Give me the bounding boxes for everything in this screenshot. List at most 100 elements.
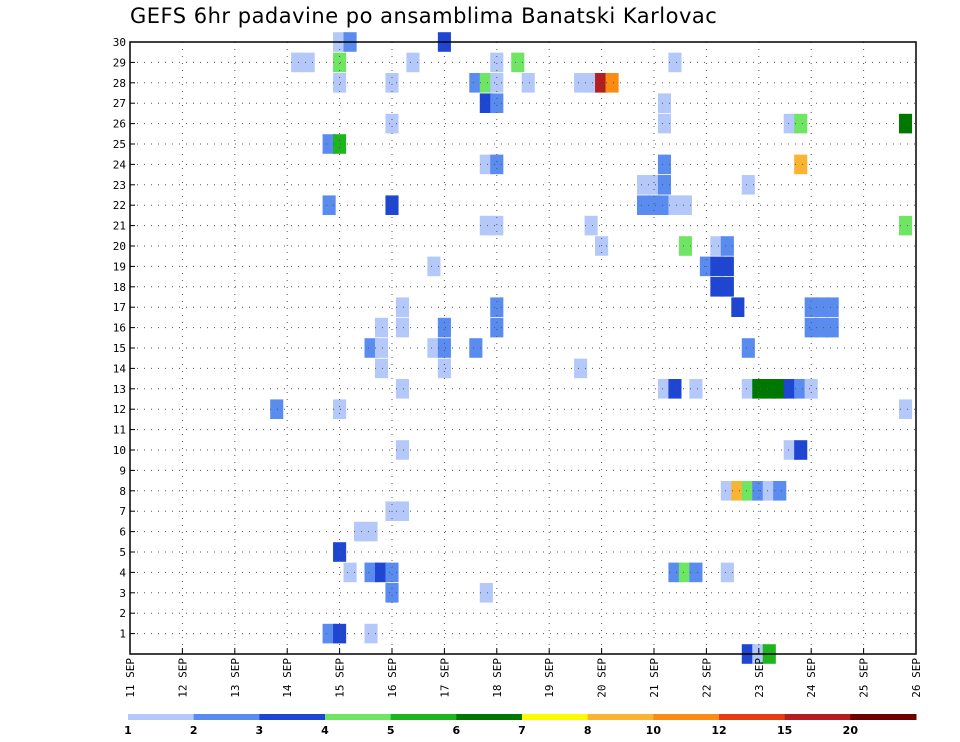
heatmap-cell bbox=[825, 297, 839, 317]
heatmap-cell bbox=[815, 297, 829, 317]
heatmap-cell bbox=[678, 195, 692, 215]
x-tick-label: 25 SEP bbox=[858, 658, 871, 698]
heatmap-cell bbox=[584, 215, 598, 236]
heatmap-cell bbox=[479, 73, 493, 93]
y-tick-label: 5 bbox=[119, 546, 126, 559]
legend-swatch bbox=[719, 714, 786, 720]
heatmap-cell bbox=[574, 73, 588, 93]
y-tick-label: 12 bbox=[113, 403, 126, 416]
heatmap-cell bbox=[657, 195, 672, 215]
heatmap-cell bbox=[479, 583, 493, 603]
heatmap-cell bbox=[490, 317, 504, 338]
heatmap-cell bbox=[385, 583, 399, 603]
heatmap-cell bbox=[427, 338, 441, 358]
legend-label: 8 bbox=[584, 724, 592, 737]
heatmap-cell bbox=[762, 481, 776, 501]
heatmap-cell bbox=[898, 113, 913, 134]
legend-swatch bbox=[850, 714, 917, 720]
heatmap-cell bbox=[469, 338, 483, 358]
heatmap-cell bbox=[678, 236, 692, 256]
y-tick-label: 24 bbox=[113, 158, 127, 171]
heatmap-cell bbox=[479, 215, 493, 236]
heatmap-cell bbox=[490, 297, 504, 317]
heatmap-cell bbox=[794, 113, 808, 134]
heatmap-cell bbox=[825, 317, 839, 338]
legend-label: 7 bbox=[518, 724, 526, 737]
legend-label: 2 bbox=[190, 724, 198, 737]
x-tick-label: 19 SEP bbox=[543, 658, 556, 698]
heatmap-cell bbox=[710, 236, 724, 256]
heatmap-cell bbox=[364, 338, 378, 358]
x-tick-label: 18 SEP bbox=[491, 658, 504, 698]
heatmap-cell bbox=[741, 175, 755, 195]
y-tick-label: 2 bbox=[119, 607, 126, 620]
legend-label: 15 bbox=[777, 724, 792, 737]
heatmap-cell bbox=[364, 562, 378, 583]
heatmap-cell bbox=[385, 562, 399, 583]
heatmap-cell bbox=[333, 73, 347, 93]
heatmap-cell bbox=[333, 623, 347, 644]
heatmap-cell bbox=[741, 338, 755, 358]
y-tick-label: 11 bbox=[113, 424, 126, 437]
y-tick-label: 3 bbox=[119, 587, 126, 600]
y-tick-label: 1 bbox=[119, 628, 126, 641]
heatmap-cell bbox=[710, 256, 724, 277]
y-tick-label: 17 bbox=[113, 301, 126, 314]
heatmap-cell bbox=[605, 73, 619, 93]
y-tick-label: 4 bbox=[119, 566, 126, 579]
color-legend: 1 2 3 4 5 6 7 8 10 12 15 20 bbox=[124, 714, 917, 737]
y-tick-label: 23 bbox=[113, 179, 126, 192]
heatmap-cell bbox=[647, 175, 661, 195]
heatmap-cell bbox=[427, 256, 441, 277]
heatmap-cell bbox=[720, 256, 734, 277]
heatmap-cell bbox=[794, 440, 808, 460]
heatmap-cell bbox=[773, 379, 787, 399]
heatmap-cell bbox=[678, 562, 692, 583]
legend-label: 12 bbox=[711, 724, 726, 737]
y-tick-label: 28 bbox=[113, 77, 126, 90]
x-tick-label: 11 SEP bbox=[124, 658, 137, 698]
heatmap-cell bbox=[385, 113, 399, 134]
heatmap-cell bbox=[490, 73, 504, 93]
heatmap-cell bbox=[322, 623, 336, 644]
heatmap-cell bbox=[395, 297, 410, 317]
y-tick-label: 14 bbox=[113, 362, 127, 375]
heatmap-cell bbox=[385, 195, 399, 215]
heatmap-cell bbox=[374, 358, 389, 379]
heatmap-cell bbox=[469, 73, 483, 93]
heatmap-cell bbox=[479, 93, 493, 113]
heatmap-cell bbox=[437, 317, 451, 338]
legend-label: 1 bbox=[124, 724, 132, 737]
heatmap-cell bbox=[689, 379, 703, 399]
heatmap-cell bbox=[395, 501, 410, 521]
x-tick-label: 26 SEP bbox=[910, 658, 923, 698]
legend-label: 4 bbox=[321, 724, 329, 737]
heatmap-cell bbox=[741, 379, 755, 399]
x-tick-label: 14 SEP bbox=[281, 658, 294, 698]
y-tick-label: 15 bbox=[113, 342, 126, 355]
heatmap-cell bbox=[762, 379, 776, 399]
heatmap-cell bbox=[490, 215, 504, 236]
heatmap-cell bbox=[794, 154, 808, 175]
heatmap-cell bbox=[270, 399, 284, 419]
heatmap-cell bbox=[479, 154, 493, 175]
heatmap-cell bbox=[804, 317, 818, 338]
heatmap-cell bbox=[354, 521, 368, 542]
heatmap-cell bbox=[511, 52, 525, 73]
heatmap-cell bbox=[804, 379, 818, 399]
heatmap-cell bbox=[322, 195, 336, 215]
x-tick-label: 20 SEP bbox=[596, 658, 609, 698]
y-tick-label: 26 bbox=[113, 118, 126, 131]
x-tick-label: 17 SEP bbox=[438, 658, 451, 698]
heatmap-cell bbox=[773, 481, 787, 501]
legend-label: 3 bbox=[256, 724, 264, 737]
heatmap-cell bbox=[333, 52, 347, 73]
y-tick-label: 8 bbox=[119, 485, 126, 498]
heatmap-cell bbox=[385, 73, 399, 93]
heatmap-cell bbox=[333, 399, 347, 419]
heatmap-cell bbox=[657, 175, 672, 195]
y-tick-label: 19 bbox=[113, 260, 126, 273]
x-axis-ticks: 11 SEP 12 SEP 13 SEP 14 SEP 15 SEP 16 SEP 17 S… bbox=[124, 648, 923, 698]
heatmap-cell bbox=[395, 379, 410, 399]
heatmap-cell bbox=[804, 297, 818, 317]
